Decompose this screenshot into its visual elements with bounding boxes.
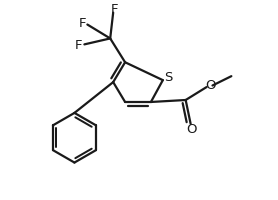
Text: O: O — [186, 123, 196, 136]
Text: F: F — [79, 17, 86, 30]
Text: F: F — [110, 3, 118, 16]
Text: F: F — [75, 39, 83, 52]
Text: S: S — [164, 71, 173, 84]
Text: O: O — [206, 79, 216, 92]
